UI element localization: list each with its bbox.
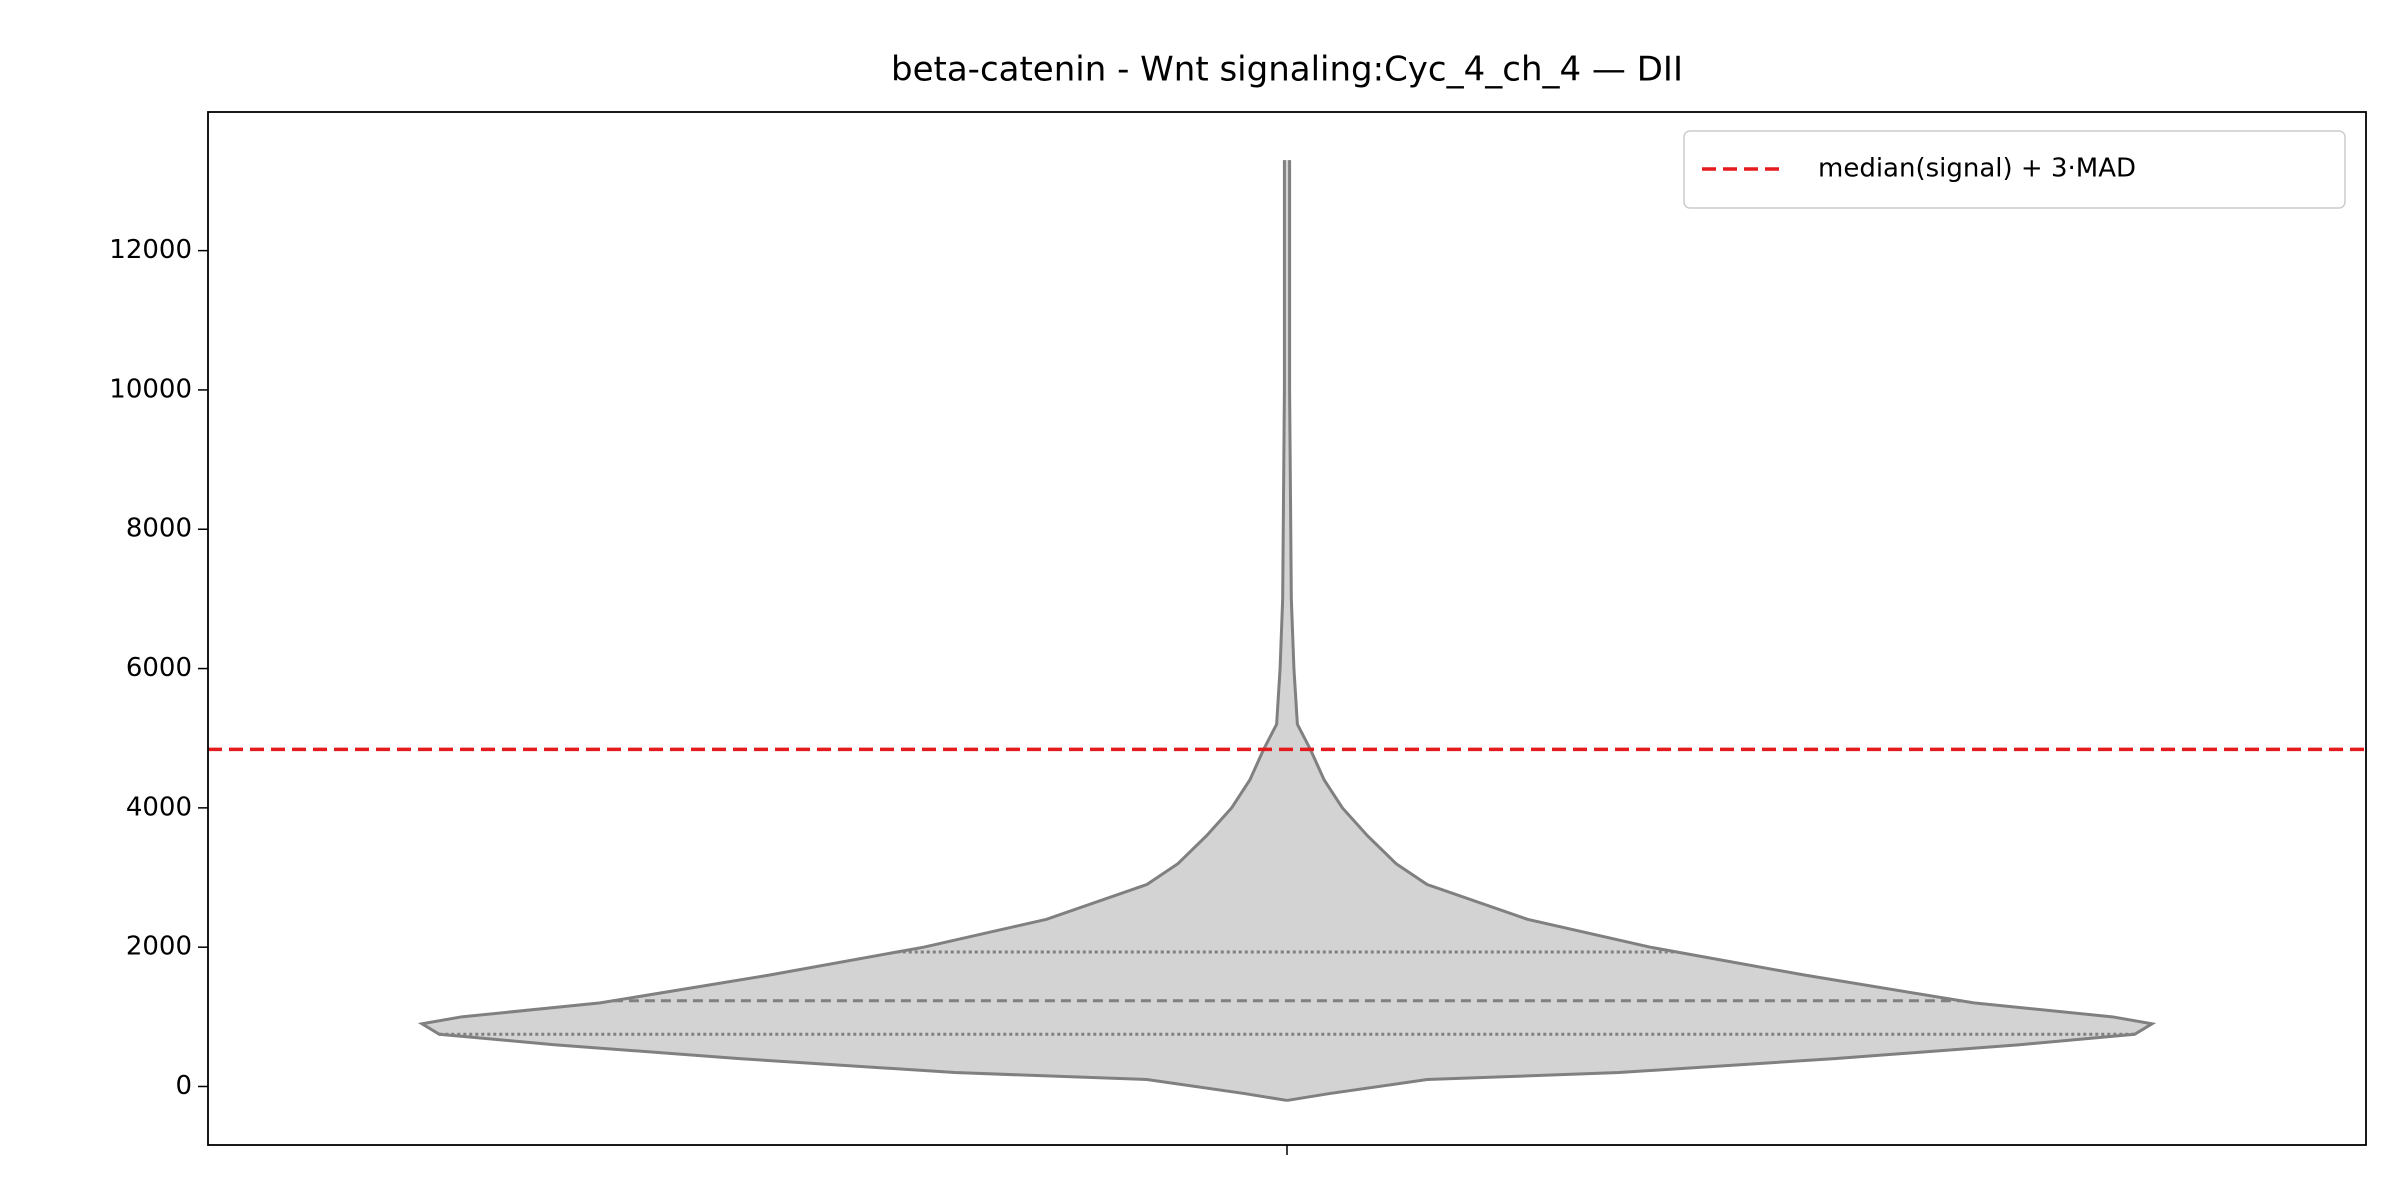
chart-title: beta-catenin - Wnt signaling:Cyc_4_ch_4 …	[891, 50, 1683, 90]
violin-outline	[1286, 160, 2157, 1102]
y-tick-label: 0	[175, 1071, 192, 1101]
y-tick-label: 6000	[126, 653, 192, 683]
y-tick-label: 10000	[109, 374, 192, 404]
y-tick-label: 4000	[126, 792, 192, 822]
violin-body	[422, 160, 1287, 1101]
violin-body	[1287, 160, 2152, 1101]
legend-label: median(signal) + 3·MAD	[1818, 154, 2136, 184]
y-tick-label: 2000	[126, 932, 192, 962]
legend-box	[1683, 130, 2346, 209]
y-tick-label: 12000	[109, 235, 192, 265]
y-tick-label: 8000	[126, 514, 192, 544]
violin-outline	[417, 160, 1288, 1102]
plot-frame	[207, 111, 2367, 1146]
